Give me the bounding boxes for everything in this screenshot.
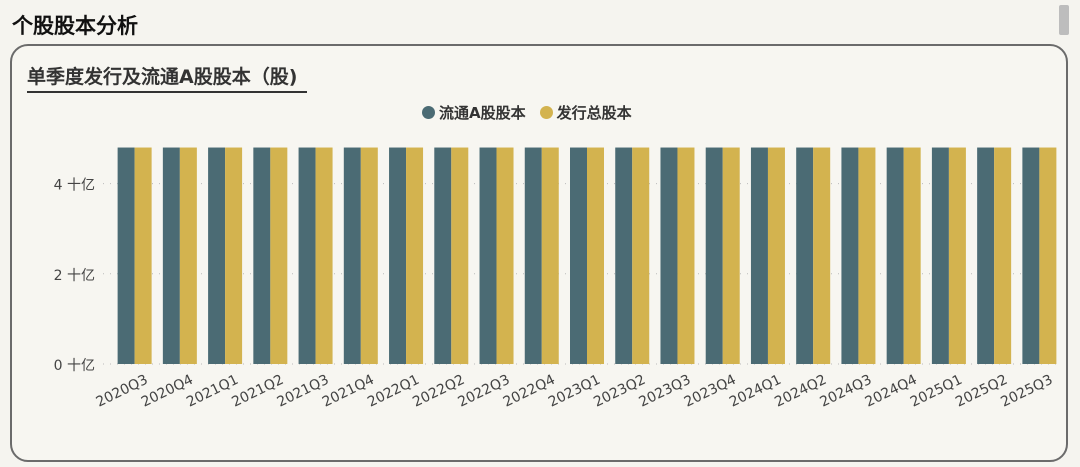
bar-circulating[interactable] [117,147,135,364]
bar-total[interactable] [994,147,1012,364]
page-title: 个股股本分析 [12,14,138,38]
bar-total[interactable] [451,147,469,364]
bar-circulating[interactable] [705,147,723,364]
bar-total[interactable] [677,147,695,364]
bar-total[interactable] [903,147,921,364]
x-tick-label: 2025Q3 [998,372,1055,411]
legend-item-circulating[interactable]: 流通A股股本 [422,102,526,123]
bar-circulating[interactable] [162,147,180,364]
bar-total[interactable] [541,147,559,364]
legend-label-total: 发行总股本 [556,104,632,122]
bar-total[interactable] [360,147,378,364]
y-tick-label: 0 十亿 [54,358,95,374]
bar-total[interactable] [315,147,333,364]
bar-circulating[interactable] [660,147,678,364]
bar-total[interactable] [496,147,514,364]
bar-total[interactable] [587,147,604,364]
bar-circulating[interactable] [796,147,814,364]
bar-circulating[interactable] [570,147,587,364]
bar-total[interactable] [767,147,785,364]
bar-total[interactable] [406,147,424,364]
bar-total[interactable] [813,147,831,364]
bar-total[interactable] [858,147,876,364]
bar-circulating[interactable] [977,147,995,364]
bar-circulating[interactable] [1022,147,1040,364]
scrollbar-thumb[interactable] [1059,5,1069,35]
legend-dot-total [539,106,553,119]
bar-circulating[interactable] [343,147,361,364]
bar-circulating[interactable] [208,147,226,364]
bar-total[interactable] [225,147,243,364]
bar-circulating[interactable] [841,147,859,364]
bar-total[interactable] [270,147,288,364]
bar-circulating[interactable] [253,147,271,364]
bar-total[interactable] [948,147,966,364]
y-tick-label: 2 十亿 [54,268,95,284]
chart-title: 单季度发行及流通A股股本（股) [27,62,308,93]
chart-legend: 流通A股股本 发行总股本 [422,102,632,123]
bar-circulating[interactable] [886,147,904,364]
bar-circulating[interactable] [389,147,407,364]
bar-circulating[interactable] [615,147,633,364]
bar-circulating[interactable] [931,147,949,364]
y-tick-label: 4 十亿 [54,178,95,194]
bar-total[interactable] [632,147,650,364]
legend-label-circulating: 流通A股股本 [439,104,526,122]
bar-circulating[interactable] [750,147,768,364]
bar-total[interactable] [134,147,152,364]
bar-total[interactable] [179,147,197,364]
bar-circulating[interactable] [479,147,497,364]
bar-circulating[interactable] [298,147,316,364]
legend-dot-circulating [422,106,435,119]
bar-total[interactable] [1039,147,1057,364]
legend-item-total[interactable]: 发行总股本 [539,102,632,123]
bar-total[interactable] [722,147,740,364]
bar-circulating[interactable] [524,147,542,364]
bar-circulating[interactable] [434,147,452,364]
